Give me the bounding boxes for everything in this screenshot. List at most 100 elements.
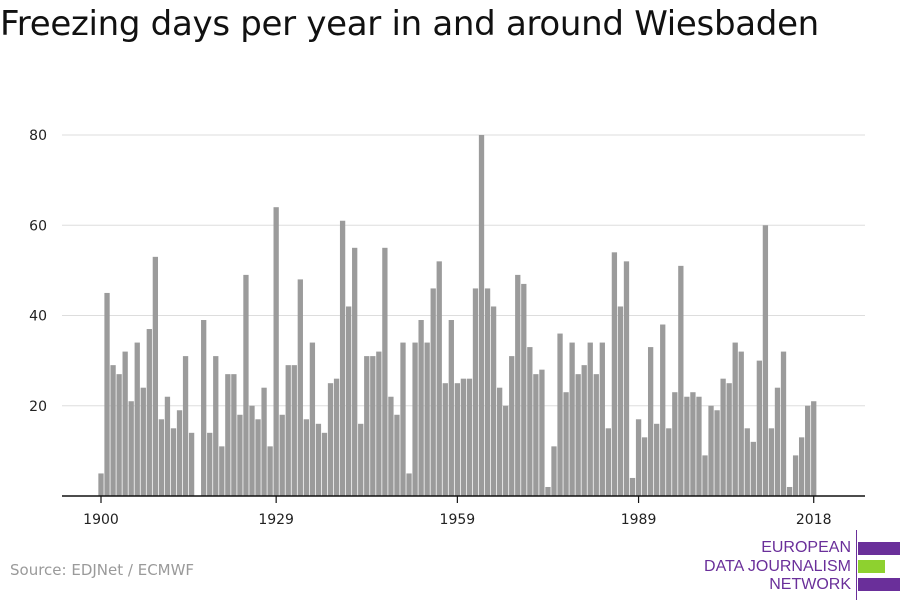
logo-line: EUROPEAN (761, 539, 851, 556)
bar-1912 (170, 428, 177, 496)
logo-line: DATA JOURNALISM (704, 557, 851, 575)
bar-1917 (201, 320, 207, 496)
bar-2011 (768, 428, 775, 496)
bar-2015 (792, 455, 799, 496)
bar-1973 (539, 369, 545, 496)
bar-1951 (406, 473, 412, 496)
x-tick-label: 1900 (83, 512, 119, 528)
bar-1940 (339, 220, 346, 497)
bar-1985 (611, 252, 618, 496)
bar-2007 (744, 428, 750, 496)
bar-1920 (219, 446, 225, 496)
logo-divider (856, 530, 857, 600)
bar-1954 (424, 342, 430, 496)
bar-1903 (116, 374, 122, 496)
x-tick-label: 2018 (796, 512, 832, 528)
bar-1990 (641, 437, 648, 496)
bar-1900 (98, 473, 104, 496)
x-tick-label: 1929 (258, 512, 294, 528)
bar-1913 (176, 410, 183, 496)
bar-1977 (563, 392, 569, 496)
bar-1905 (128, 401, 134, 496)
bar-1904 (122, 351, 128, 496)
bar-2001 (708, 405, 714, 496)
x-tick-label: 1989 (621, 512, 657, 528)
bar-1978 (569, 342, 575, 496)
bar-1955 (430, 288, 436, 496)
bar-1976 (557, 333, 563, 496)
bar-1942 (352, 247, 358, 496)
bar-1967 (503, 405, 509, 496)
logo-bar-middle (858, 560, 885, 573)
bar-1925 (249, 405, 255, 496)
bar-1998 (690, 392, 696, 496)
y-tick-label: 80 (29, 128, 47, 144)
bar-1909 (152, 256, 159, 496)
bar-1927 (261, 387, 267, 496)
bar-1911 (164, 396, 171, 496)
bar-1992 (654, 423, 660, 496)
bar-2012 (774, 387, 781, 496)
bar-2013 (780, 351, 787, 496)
bar-1932 (291, 365, 297, 496)
bar-1957 (442, 383, 448, 496)
bar-1991 (647, 347, 654, 496)
bar-1968 (509, 356, 515, 496)
bar-1924 (243, 274, 249, 496)
bar-1974 (545, 486, 551, 496)
bar-2017 (805, 405, 811, 496)
bar-1953 (418, 320, 424, 496)
bar-1979 (575, 374, 581, 496)
bar-2008 (750, 441, 756, 496)
logo-wordmark: EUROPEAN DATA JOURNALISM NETWORK (704, 539, 851, 595)
bar-1958 (448, 320, 454, 496)
edjnet-logo[interactable]: EUROPEAN DATA JOURNALISM NETWORK (700, 530, 900, 600)
bars (98, 135, 817, 497)
bar-1999 (696, 396, 702, 496)
bar-1988 (629, 477, 636, 496)
bar-2003 (720, 378, 726, 496)
bar-1950 (400, 342, 406, 496)
bar-1926 (255, 419, 261, 496)
bar-1964 (484, 288, 491, 496)
bar-1993 (660, 324, 666, 496)
bar-1908 (146, 329, 152, 496)
bar-2006 (738, 351, 744, 496)
bar-1971 (527, 347, 533, 496)
x-tick-label: 1959 (440, 512, 476, 528)
bar-1956 (436, 261, 442, 496)
bar-2018 (811, 401, 817, 496)
bar-1923 (237, 414, 243, 496)
bar-1966 (496, 387, 503, 496)
bar-1934 (303, 419, 310, 496)
chart-title: Freezing days per year in and around Wie… (0, 4, 819, 44)
bar-1939 (333, 378, 340, 496)
bar-2010 (762, 225, 769, 496)
bar-2002 (714, 410, 720, 496)
bar-1949 (394, 414, 400, 496)
bar-1945 (370, 356, 376, 496)
bar-1969 (515, 274, 521, 496)
bar-1960 (460, 378, 467, 496)
y-tick-label: 60 (29, 218, 47, 234)
y-tick-label: 20 (29, 399, 47, 415)
bar-1921 (225, 374, 231, 496)
bar-1946 (376, 351, 382, 496)
logo-line: NETWORK (769, 576, 851, 593)
bar-1937 (321, 432, 328, 496)
bar-2016 (798, 437, 805, 496)
gridlines (62, 134, 865, 407)
bar-1962 (472, 288, 479, 496)
bar-1970 (521, 283, 527, 496)
bar-2009 (756, 360, 763, 497)
bar-1928 (267, 446, 273, 496)
bar-1994 (666, 428, 672, 496)
bar-2005 (732, 342, 738, 496)
bar-1918 (207, 432, 213, 496)
y-tick-labels: 20 40 60 80 (29, 128, 47, 415)
bar-1965 (490, 306, 497, 496)
bar-1972 (533, 374, 539, 496)
bar-1943 (358, 423, 364, 496)
logo-bar-top (858, 542, 900, 555)
bar-1931 (285, 365, 291, 496)
